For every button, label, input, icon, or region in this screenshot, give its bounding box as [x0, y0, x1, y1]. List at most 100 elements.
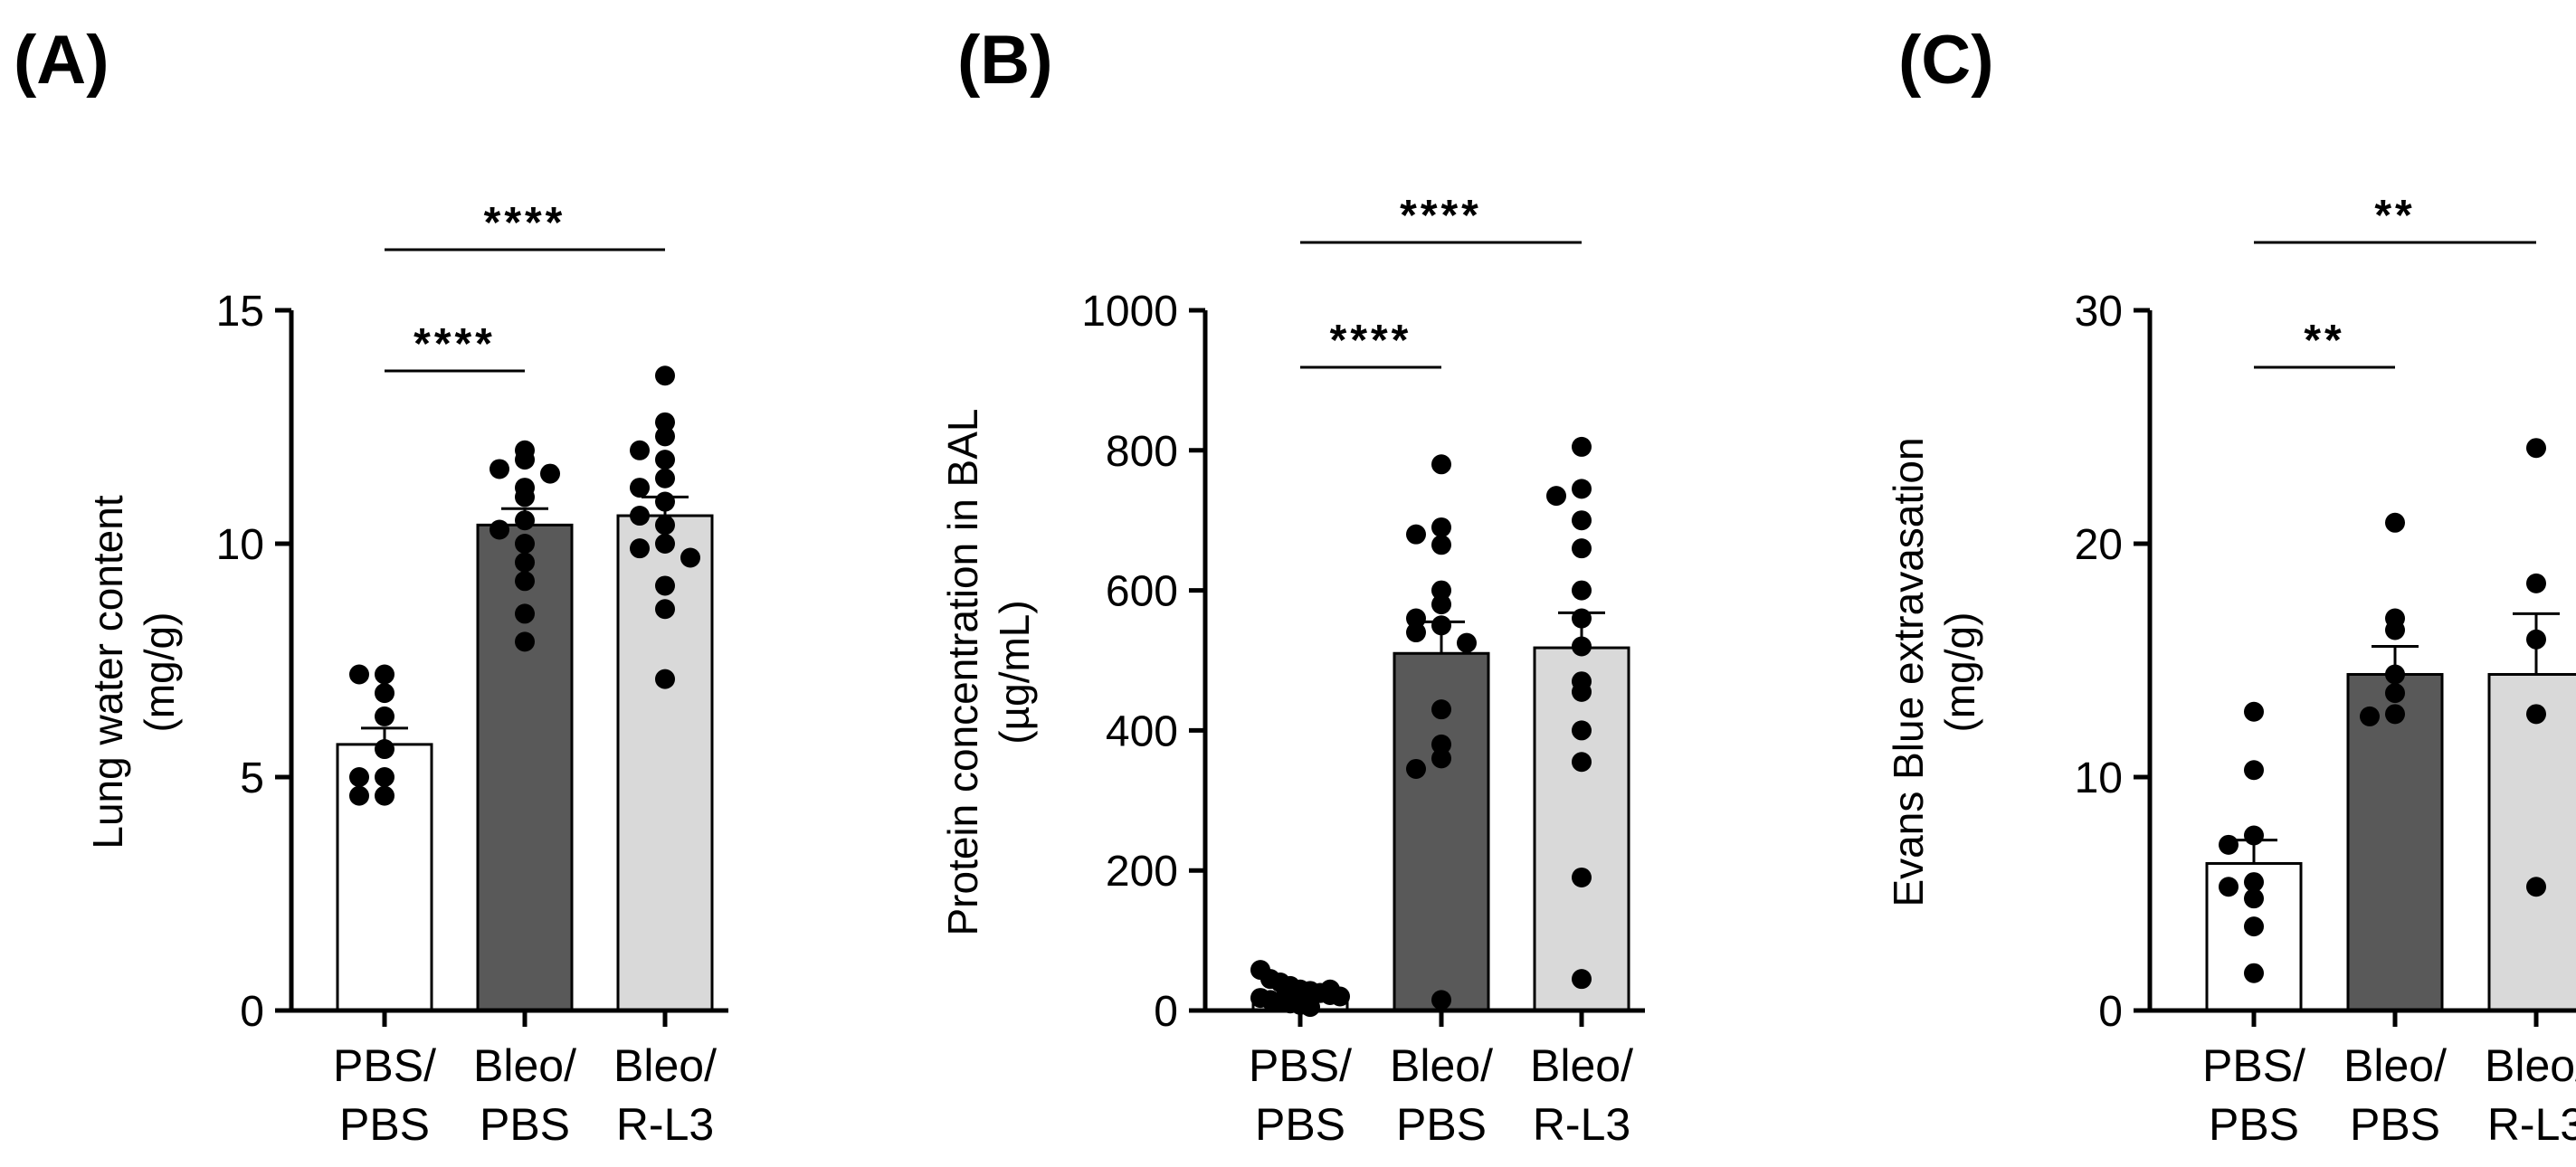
panel-a-cat-label-1-line1: Bleo/ — [473, 1040, 576, 1091]
panel-c-point-2-3 — [2526, 704, 2546, 725]
panel-c-point-2-1 — [2526, 573, 2546, 593]
panel-a-point-2-1 — [655, 412, 675, 432]
panel-b-bar-2 — [1533, 646, 1630, 1012]
panel-b-point-2-13 — [1572, 969, 1592, 990]
panel-c-point-1-2 — [2385, 620, 2405, 640]
panel-c-ytick-label-3: 30 — [2075, 288, 2123, 336]
panel-c-plot: 0 10 20 30 PBS/PBS Bleo/PBS Bleo/R-L3 ** ** — [2075, 192, 2576, 1150]
panel-a-ylabel-line1: Lung water content — [84, 495, 131, 849]
panel-a-point-2-13 — [655, 575, 675, 596]
panel-b-point-1-7 — [1431, 615, 1451, 636]
panel-c-ytick-label-2: 20 — [2075, 521, 2123, 569]
panel-a-point-1-11 — [515, 603, 535, 624]
panel-a-ytick-label-0: 0 — [240, 988, 264, 1036]
panel-a-point-1-10 — [515, 571, 535, 592]
panel-a-point-1-7 — [490, 519, 509, 540]
panel-b-ytick-label-5: 1000 — [1081, 288, 1178, 336]
panel-a-point-1-5 — [515, 487, 535, 508]
panel-c-label: (C) — [1898, 22, 1994, 99]
panel-a-cat-label-2-line2: R-L3 — [616, 1099, 714, 1150]
panel-a-point-0-3 — [375, 706, 394, 726]
panel-a-point-0-2 — [375, 683, 394, 704]
panel-b: (B) Protein concentration in BAL (µg/mL)… — [939, 22, 1645, 1150]
panel-b-point-2-7 — [1572, 636, 1592, 657]
panel-c-cat-label-1-line1: Bleo/ — [2343, 1040, 2447, 1091]
panel-c-point-2-0 — [2526, 438, 2546, 459]
panel-b-ylabel-line1: Protein concentration in BAL — [939, 408, 986, 935]
panel-b-point-1-10 — [1431, 699, 1451, 720]
panel-c-point-0-7 — [2244, 916, 2264, 937]
panel-c-cat-label-2-line1: Bleo/ — [2485, 1040, 2576, 1091]
panel-b-ytick-label-2: 400 — [1106, 707, 1178, 755]
panel-b-point-1-8 — [1406, 622, 1426, 643]
panel-b-point-1-0 — [1431, 454, 1451, 475]
panel-a-cat-label-2-line1: Bleo/ — [613, 1040, 717, 1091]
panel-c-point-0-6 — [2244, 888, 2264, 909]
panel-a-point-2-4 — [655, 450, 675, 470]
panel-b-point-0-8 — [1330, 986, 1350, 1007]
panel-b-point-2-11 — [1572, 752, 1592, 773]
panel-a-point-2-15 — [655, 669, 675, 689]
panel-c-cat-label-0-line2: PBS — [2209, 1099, 2299, 1150]
panel-a-point-2-2 — [655, 426, 675, 447]
panel-b-sig-label-0: **** — [1330, 317, 1412, 365]
panel-b-point-1-6 — [1406, 608, 1426, 629]
panel-c-point-0-1 — [2244, 760, 2264, 781]
panel-b-ytick-label-4: 800 — [1106, 428, 1178, 476]
panel-a-point-2-9 — [655, 515, 675, 536]
panel-b-point-1-5 — [1431, 594, 1451, 615]
panel-b-point-1-13 — [1406, 758, 1426, 779]
panel-a-point-0-6 — [375, 785, 394, 806]
panel-b-ytick-label-0: 0 — [1154, 988, 1178, 1036]
panel-b-cat-label-0-line2: PBS — [1255, 1099, 1345, 1150]
panel-a-point-0-8 — [349, 767, 369, 787]
panel-a-point-1-1 — [515, 450, 535, 470]
panel-a-ylabel-line2: (mg/g) — [136, 612, 183, 733]
panel-b-point-1-2 — [1406, 524, 1426, 545]
panel-c-point-1-0 — [2385, 512, 2405, 533]
panel-a-point-0-1 — [349, 664, 369, 685]
panel-a-ytick-label-2: 10 — [216, 521, 264, 569]
panel-c-point-0-8 — [2244, 963, 2264, 983]
panel-c-point-1-4 — [2385, 683, 2405, 704]
panel-a-point-2-11 — [630, 538, 650, 559]
panel-a-sig-label-1: **** — [484, 199, 566, 247]
panel-a-point-2-8 — [630, 506, 650, 527]
panel-b-cat-label-1-line1: Bleo/ — [1390, 1040, 1493, 1091]
panel-a-ytick-label-1: 5 — [240, 754, 264, 802]
panel-c-point-2-2 — [2526, 629, 2546, 650]
panel-c-point-0-3 — [2219, 834, 2239, 855]
panel-a-plot: 0 5 10 15 PBS/PBS Bleo/PBS Bleo/R-L3 **** **** — [216, 199, 728, 1150]
panel-a-point-1-12 — [515, 631, 535, 652]
panel-b-sig-label-1: **** — [1400, 192, 1482, 240]
panel-b-point-0-14 — [1300, 997, 1320, 1018]
panel-a-point-0-5 — [375, 767, 394, 787]
panel-b-point-2-4 — [1572, 538, 1592, 559]
panel-c: (C) Evans Blue extravasation (mg/g) 0 10 2… — [1885, 22, 2576, 1150]
panel-c-ylabel-line1: Evans Blue extravasation — [1885, 437, 1932, 906]
panel-b-point-2-5 — [1572, 580, 1592, 601]
panel-a-point-2-7 — [655, 491, 675, 512]
panel-b-point-2-12 — [1572, 867, 1592, 887]
panel-a-point-0-7 — [349, 785, 369, 806]
panel-a-cat-label-0-line2: PBS — [339, 1099, 430, 1150]
panel-b-point-1-1 — [1431, 517, 1451, 537]
panel-a-point-1-2 — [490, 459, 509, 479]
panel-c-point-0-2 — [2244, 825, 2264, 846]
panel-b-cat-label-2-line2: R-L3 — [1533, 1099, 1630, 1150]
panel-c-sig-label-1: ** — [2374, 192, 2415, 240]
panel-b-point-2-2 — [1546, 486, 1566, 507]
panel-a-ytick-label-3: 15 — [216, 288, 264, 336]
panel-b-point-2-10 — [1572, 720, 1592, 741]
panel-c-point-1-3 — [2385, 664, 2405, 685]
panel-c-point-0-4 — [2244, 872, 2264, 893]
panel-a: (A) Lung water content (mg/g) 0 5 10 15 PBS/… — [14, 22, 728, 1150]
panel-b-point-2-3 — [1572, 510, 1592, 531]
panel-c-cat-label-1-line2: PBS — [2350, 1099, 2440, 1150]
panel-b-point-2-0 — [1572, 436, 1592, 457]
panel-b-point-1-14 — [1431, 990, 1451, 1010]
panel-a-point-2-3 — [630, 440, 650, 460]
panel-a-point-2-14 — [655, 599, 675, 620]
panel-a-point-2-12 — [680, 547, 700, 568]
